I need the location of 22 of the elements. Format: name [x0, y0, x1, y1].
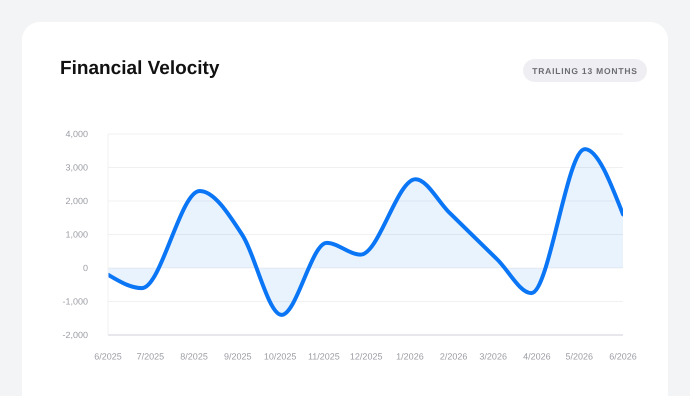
x-tick-label: 10/2025 — [264, 351, 296, 362]
x-tick-label: 5/2026 — [565, 351, 594, 362]
x-tick-label: 7/2025 — [136, 351, 164, 362]
x-tick-label: 4/2026 — [523, 351, 551, 362]
x-tick-label: 2/2026 — [440, 351, 468, 362]
x-tick-label: 11/2025 — [308, 351, 340, 362]
y-tick-label: -1,000 — [62, 296, 88, 307]
y-tick-label: 3,000 — [65, 162, 88, 173]
x-tick-label: 1/2026 — [396, 351, 424, 362]
x-tick-label: 8/2025 — [180, 351, 208, 362]
chart-subtitle: TRAILING 13 MONTHS — [523, 59, 647, 82]
y-tick-label: 4,000 — [65, 129, 88, 140]
y-tick-label: 1,000 — [65, 230, 88, 240]
x-tick-label: 6/2025 — [94, 351, 122, 362]
x-tick-label: 6/2026 — [609, 351, 637, 362]
x-tick-label: 12/2025 — [350, 351, 382, 362]
x-tick-label: 9/2025 — [224, 351, 252, 362]
x-tick-label: 3/2026 — [479, 351, 507, 362]
y-tick-label: 0 — [82, 263, 88, 274]
y-tick-label: 2,000 — [65, 196, 88, 206]
y-tick-label: -2,000 — [62, 330, 88, 340]
chart-title: Financial Velocity — [60, 58, 220, 80]
